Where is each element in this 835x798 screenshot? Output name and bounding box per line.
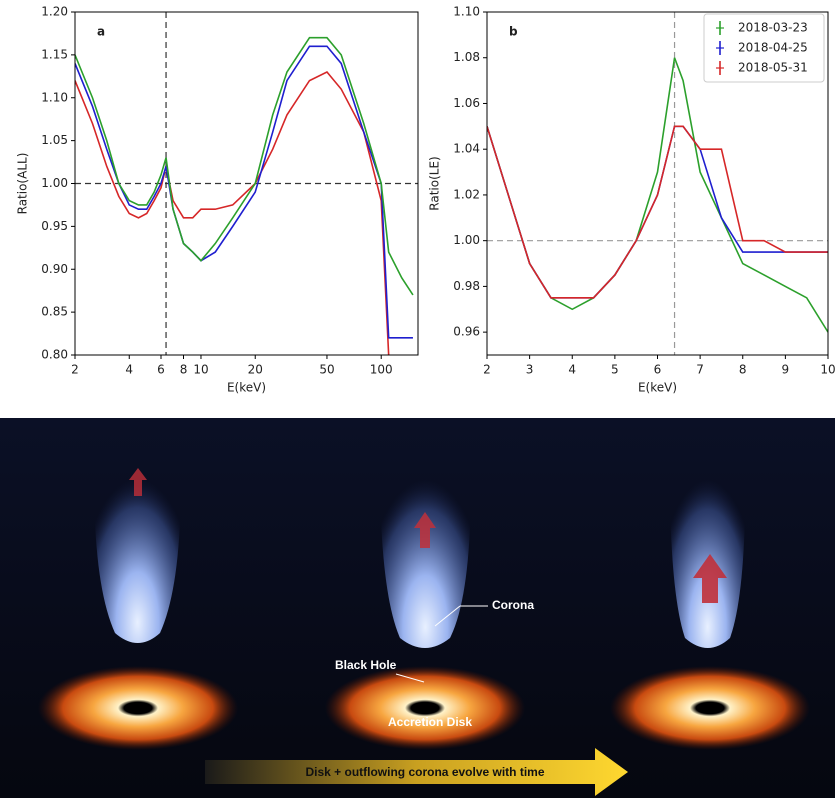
outflow-arrow bbox=[414, 512, 436, 548]
x-tick-label: 8 bbox=[739, 363, 747, 377]
accretion-disk-label: Accretion Disk bbox=[388, 715, 472, 729]
y-tick-label: 1.20 bbox=[41, 5, 68, 19]
x-axis-label: E(keV) bbox=[638, 381, 677, 395]
x-tick-label: 2 bbox=[71, 363, 79, 377]
charts: 0.80 0.85 0.90 0.95 1.00 1.05 1.10 1.15 1.20 2 4 6 8… bbox=[16, 5, 835, 395]
stage-1 bbox=[38, 438, 238, 750]
panel-label: a bbox=[97, 25, 105, 39]
x-tick-label: 6 bbox=[157, 363, 165, 377]
series-line bbox=[75, 45, 413, 339]
plot-data bbox=[487, 57, 828, 333]
corona-shape bbox=[669, 438, 746, 648]
y-tick-label: 0.98 bbox=[453, 279, 480, 293]
corona-label: Corona bbox=[492, 598, 534, 612]
y-axis-label: Ratio(ALL) bbox=[16, 153, 30, 215]
black-hole-label: Black Hole bbox=[335, 658, 397, 672]
x-tick-label: 7 bbox=[696, 363, 704, 377]
x-axis-label: E(keV) bbox=[227, 381, 266, 395]
x-tick-label: 8 bbox=[180, 363, 188, 377]
x-tick-label: 10 bbox=[193, 363, 208, 377]
outflow-arrow bbox=[693, 554, 727, 603]
y-tick-label: 0.96 bbox=[453, 325, 480, 339]
outflow-arrow bbox=[129, 468, 147, 496]
x-tick-label: 2 bbox=[483, 363, 491, 377]
x-tick-label: 4 bbox=[125, 363, 133, 377]
series-line bbox=[75, 36, 414, 296]
stage-3 bbox=[610, 438, 810, 750]
illustration: Corona Black Hole Accretion Disk Disk + … bbox=[0, 418, 835, 798]
y-tick-label: 1.05 bbox=[41, 133, 68, 147]
time-arrow bbox=[205, 748, 628, 796]
series-line bbox=[75, 71, 390, 355]
stage-2 bbox=[325, 438, 525, 750]
chart-panel: 0.80 0.85 0.90 0.95 1.00 1.05 1.10 1.15 1.20 2 4 6 8… bbox=[16, 5, 419, 395]
panel-label: b bbox=[509, 25, 518, 39]
legend-label: 2018-03-23 bbox=[738, 21, 808, 35]
y-tick-label: 0.95 bbox=[41, 219, 68, 233]
x-tick-label: 10 bbox=[820, 363, 835, 377]
y-axis-label: Ratio(LE) bbox=[428, 156, 442, 210]
x-tick-label: 3 bbox=[526, 363, 534, 377]
plot-data bbox=[75, 36, 414, 355]
y-tick-label: 1.10 bbox=[453, 5, 480, 19]
x-tick-label: 100 bbox=[370, 363, 393, 377]
legend-label: 2018-05-31 bbox=[738, 61, 808, 75]
y-tick-label: 1.00 bbox=[453, 233, 480, 247]
y-tick-label: 0.80 bbox=[41, 348, 68, 362]
disk-shape bbox=[38, 666, 238, 750]
legend-box bbox=[703, 13, 825, 83]
y-tick-label: 1.02 bbox=[453, 187, 480, 201]
y-tick-label: 1.06 bbox=[453, 96, 480, 110]
disk-shape bbox=[325, 666, 525, 750]
series-line bbox=[487, 125, 828, 299]
x-tick-label: 6 bbox=[654, 363, 662, 377]
chart-panel: 0.96 0.98 1.00 1.02 1.04 1.06 1.08 1.10 2 3 4 5 6 7 8 9… bbox=[428, 5, 835, 395]
corona-shape bbox=[94, 438, 181, 643]
y-tick-label: 1.04 bbox=[453, 142, 480, 156]
x-tick-label: 4 bbox=[568, 363, 576, 377]
pointer bbox=[434, 605, 461, 627]
disk-shape bbox=[610, 666, 810, 750]
y-tick-label: 1.15 bbox=[41, 47, 68, 61]
legend-label: 2018-04-25 bbox=[738, 41, 808, 55]
x-tick-label: 50 bbox=[319, 363, 334, 377]
y-tick-label: 1.00 bbox=[41, 176, 68, 190]
x-tick-label: 20 bbox=[248, 363, 263, 377]
y-tick-label: 0.90 bbox=[41, 262, 68, 276]
x-tick-label: 5 bbox=[611, 363, 619, 377]
pointer bbox=[395, 673, 425, 683]
series-line bbox=[487, 125, 828, 299]
y-tick-label: 1.10 bbox=[41, 90, 68, 104]
x-tick-label: 9 bbox=[782, 363, 790, 377]
arrow-label: Disk + outflowing corona evolve with tim… bbox=[305, 765, 544, 779]
y-tick-label: 0.85 bbox=[41, 305, 68, 319]
y-tick-label: 1.08 bbox=[453, 50, 480, 64]
